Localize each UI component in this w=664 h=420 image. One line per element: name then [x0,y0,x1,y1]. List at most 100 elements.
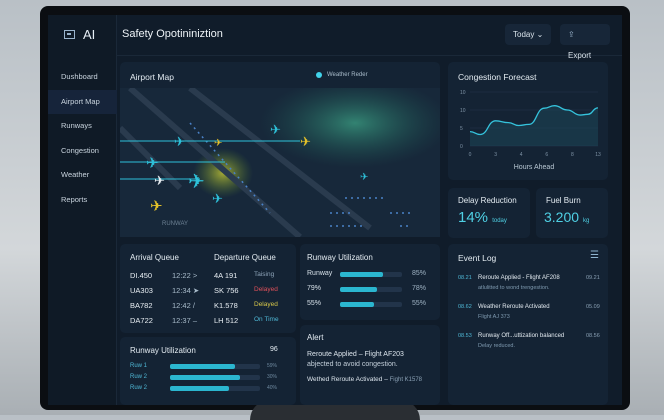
weather-radar-toggle[interactable]: Weather Reder [316,72,368,78]
event-time: 08.21 [458,275,472,281]
arrival-flight: DA722 [130,316,153,325]
plane-icon[interactable]: ✈ [360,172,368,183]
sidebar-item-airport-map[interactable]: Airport Map [48,90,117,115]
runway-utilization-bottom-panel: Runway Utilization 96 Ruw 1 59%Ruw 2 30%… [120,337,296,405]
fuel-burn-value: 3.200 [544,209,579,225]
runway-label: Runway [307,270,332,277]
runway-label: 79% [307,285,321,292]
arrival-time: 12:34 ➤ [172,286,199,295]
event-right-time: 09.21 [586,275,600,281]
event-title[interactable]: Reroute Applied - Flight AF208 [478,275,560,281]
alert-message-2: Wethed Reroute Activated – [307,376,388,383]
runway-utilization-bar [340,302,402,307]
sidebar-item-weather[interactable]: Weather [48,163,117,188]
departure-queue-title: Departure Queue [214,253,276,262]
date-range-dropdown[interactable]: Today ⌄ [505,24,551,45]
plane-icon[interactable]: ✈ [174,134,185,149]
plane-icon[interactable]: ✈ [150,198,163,215]
map-title: Airport Map [130,72,174,82]
dashboard-screen: AI Dushboard Airport Map Runways Congest… [48,15,622,405]
plane-icon[interactable]: ✈ [214,138,222,149]
runway-label: Ruw 2 [130,385,147,391]
runway-label: Ruw 2 [130,374,147,380]
x-tick-label: 3 [494,152,497,158]
menu-icon[interactable]: ☰ [590,250,599,261]
event-right-time: 05.09 [586,304,600,310]
departure-flight: 4A 191 [214,271,237,280]
runway-label: Ruw 1 [130,363,147,369]
sidebar-nav: Dushboard Airport Map Runways Congestion… [48,65,117,212]
runway-utilization-value: 40% [267,385,277,391]
date-range-label: Today [513,30,534,39]
x-tick-label: 8 [571,152,574,158]
arrival-flight: UA303 [130,286,153,295]
x-tick-label: 6 [545,152,548,158]
x-tick-label: 0 [469,152,472,158]
export-label: Export [568,51,591,60]
congestion-title: Congestion Forecast [458,72,536,82]
departure-status: Delayed [254,301,278,308]
arrival-time: 12:22 > [172,271,197,280]
delay-reduction-unit: today [492,218,507,224]
airport-map-panel: Airport Map Weather Reder ✈ ✈ ✈ ✈ ✈ ✈ ✈ … [120,62,440,237]
departure-status: Delayed [254,286,278,293]
plane-icon[interactable]: ✈ [212,191,223,206]
chevron-down-icon: ⌄ [537,30,544,39]
event-log-title: Event Log [458,253,496,263]
event-right-time: 08.56 [586,333,600,339]
sidebar-item-congestion[interactable]: Congestion [48,139,117,164]
plane-icon[interactable]: ✈ [154,173,165,188]
event-title[interactable]: Runway Off...uttization balanced [478,333,564,339]
sidebar: AI Dushboard Airport Map Runways Congest… [48,15,117,405]
event-time: 08.62 [458,304,472,310]
runway-count: 96 [270,346,278,353]
alert-panel: Alert Reroute Applied – Flight AF203 abj… [300,325,440,405]
top-bar: Safety Opotininiztion Today ⌄ ⇪ Export [117,15,622,56]
y-tick-label: 5 [460,126,463,132]
event-title[interactable]: Weather Reroute Activated [478,304,550,310]
page-title: Safety Opotininiztion [122,28,223,40]
runway-utilization-value: 55% [412,300,426,307]
event-subtitle: atlulitted to wond trengestion. [478,285,550,291]
export-button[interactable]: ⇪ Export [560,24,610,45]
runway-utilization-bar [340,272,402,277]
alert-message: Reroute Applied – Flight AF203 [307,351,404,358]
plane-icon[interactable]: ✈ [188,171,205,193]
runway-utilization-bottom-title: Runway Utilization [130,346,196,355]
event-time: 08.53 [458,333,472,339]
sidebar-item-dashboard[interactable]: Dushboard [48,65,117,90]
delay-reduction-card: Delay Reduction 14% today [448,188,530,238]
departure-flight: LH 512 [214,316,238,325]
plane-icon[interactable]: ✈ [270,122,281,137]
app-logo: AI [64,27,95,42]
delay-reduction-value: 14% [458,209,488,226]
sidebar-item-reports[interactable]: Reports [48,188,117,213]
arrival-queue-title: Arrival Queue [130,253,179,262]
departure-status: On Time [254,316,279,323]
event-log-panel: Event Log ☰ 08.21 Reroute Applied - Flig… [448,244,608,405]
runway-utilization-value: 78% [412,285,426,292]
x-tick-label: 4 [520,152,523,158]
runway-utilization-title: Runway Utilization [307,253,373,262]
runway-label: RUNWAY [162,221,188,227]
alert-detail: abjected to avoid congestion. [307,361,398,368]
arrival-flight: DI.450 [130,271,152,280]
y-tick-label: 10 [460,108,466,114]
plane-icon[interactable]: ✈ [300,134,311,149]
sidebar-item-runways[interactable]: Runways [48,114,117,139]
runway-utilization-value: 59% [267,363,277,369]
runway-utilization-panel: Runway Utilization Runway 85%79% 78%55% … [300,244,440,320]
alert-title: Alert [307,333,323,342]
airport-map[interactable]: ✈ ✈ ✈ ✈ ✈ ✈ ✈ ✈ ✈ ✈ RUNWAY [120,88,440,237]
runway-utilization-bar [170,386,260,391]
fuel-burn-card: Fuel Burn 3.200 kg [536,188,608,238]
fuel-burn-label: Fuel Burn [546,196,581,205]
departure-flight: K1.578 [214,301,238,310]
alert-flight: Fight K1578 [390,377,422,383]
runway-utilization-bar [170,364,260,369]
plane-icon[interactable]: ✈ [146,155,159,172]
y-tick-label: 10 [460,90,466,96]
runway-utilization-value: 85% [412,270,426,277]
